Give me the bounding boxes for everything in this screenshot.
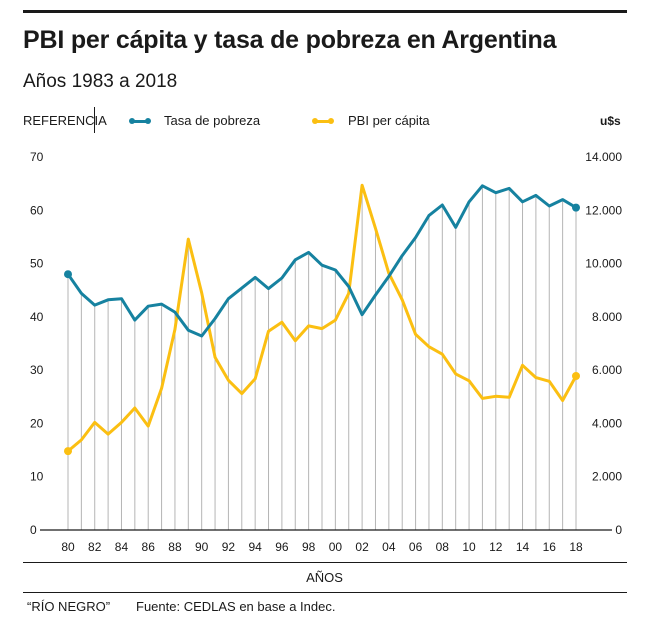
x-tick: 98 — [302, 540, 316, 554]
y-tick-right: 14.000 — [585, 150, 622, 164]
y-tick-left: 40 — [30, 310, 44, 324]
series-line-pbi — [67, 183, 578, 453]
legend-swatch-pbi-icon — [312, 118, 334, 124]
source-note: Fuente: CEDLAS en base a Indec. — [136, 599, 336, 614]
y-tick-right: 6.000 — [592, 363, 622, 377]
y-tick-left: 30 — [30, 363, 44, 377]
x-tick: 08 — [436, 540, 450, 554]
axis-title-top-rule — [23, 562, 627, 563]
x-tick: 80 — [61, 540, 75, 554]
y-tick-right: 4.000 — [592, 416, 622, 430]
credit: “RÍO NEGRO” — [27, 599, 111, 614]
series-endpoint-pbi — [64, 447, 72, 456]
y-tick-left: 70 — [30, 150, 44, 164]
x-tick: 00 — [329, 540, 343, 554]
y-tick-left: 10 — [30, 470, 44, 484]
chart-title: PBI per cápita y tasa de pobreza en Arge… — [23, 26, 557, 54]
x-tick: 12 — [489, 540, 503, 554]
x-tick: 16 — [543, 540, 557, 554]
x-tick: 06 — [409, 540, 423, 554]
x-tick: 96 — [275, 540, 289, 554]
series-endpoint-pobreza — [64, 270, 72, 279]
y-tick-right: 10.000 — [585, 257, 622, 271]
y-tick-right: 0 — [615, 523, 622, 537]
x-tick: 88 — [168, 540, 182, 554]
y-tick-right: 8.000 — [592, 310, 622, 324]
series-endpoint-pbi — [572, 372, 580, 381]
chart-subtitle: Años 1983 a 2018 — [23, 71, 178, 92]
legend-item-pobreza: Tasa de pobreza — [164, 113, 261, 128]
x-tick: 04 — [382, 540, 396, 554]
x-tick: 90 — [195, 540, 209, 554]
x-tick: 14 — [516, 540, 530, 554]
x-tick: 84 — [115, 540, 129, 554]
legend-item-pbi: PBI per cápita — [348, 113, 430, 128]
y-tick-left: 50 — [30, 257, 44, 271]
series-endpoint-pobreza — [572, 203, 580, 212]
legend-divider — [94, 107, 95, 133]
y-tick-left: 60 — [30, 203, 44, 217]
x-tick: 86 — [142, 540, 156, 554]
x-tick: 02 — [355, 540, 369, 554]
legend-swatch-pobreza-icon — [129, 118, 151, 124]
series-line-pobreza — [66, 184, 577, 338]
x-tick: 94 — [248, 540, 262, 554]
y-tick-left: 0 — [30, 523, 37, 537]
y-tick-left: 20 — [30, 416, 44, 430]
x-tick: 18 — [569, 540, 583, 554]
y-tick-right: 12.000 — [585, 203, 622, 217]
x-tick: 10 — [462, 540, 476, 554]
right-axis-unit: u$s — [600, 114, 621, 128]
x-axis-title: AÑOS — [306, 570, 343, 585]
y-tick-right: 2.000 — [592, 470, 622, 484]
axis-title-bottom-rule — [23, 592, 627, 593]
x-tick: 82 — [88, 540, 102, 554]
top-rule — [23, 10, 627, 13]
legend-label: REFERENCIA — [23, 113, 107, 128]
x-tick: 92 — [222, 540, 236, 554]
